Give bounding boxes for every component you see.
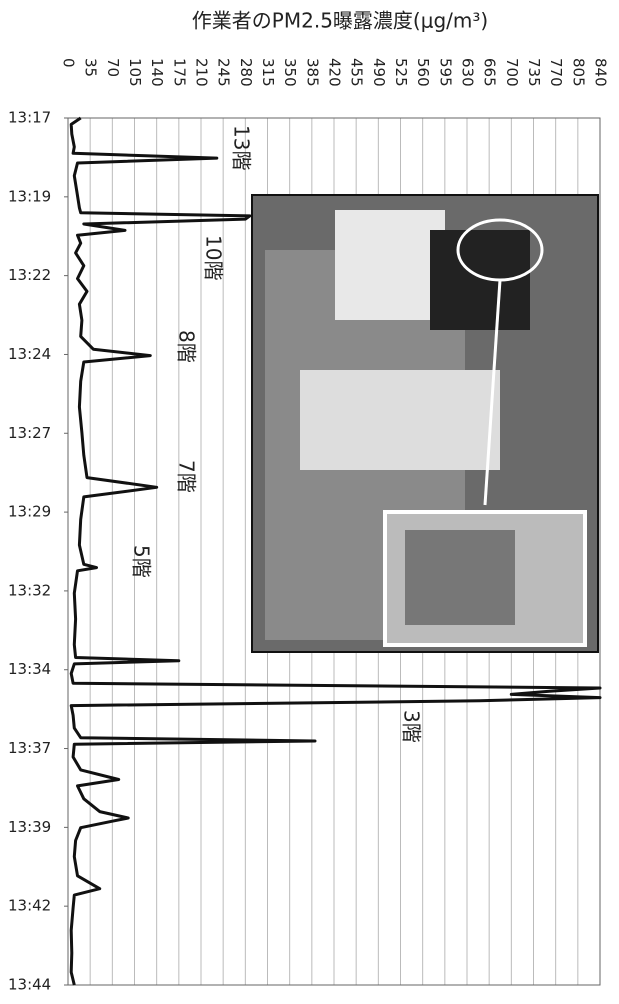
x-tick-label: 280 bbox=[237, 58, 255, 87]
annotation: 13階 bbox=[230, 125, 254, 170]
y-tick-label: 13:37 bbox=[8, 739, 51, 757]
x-tick-label: 455 bbox=[348, 58, 366, 87]
y-tick-label: 13:27 bbox=[8, 424, 51, 442]
x-tick-label: 630 bbox=[459, 58, 477, 87]
y-tick-label: 13:44 bbox=[8, 976, 51, 994]
y-tick-label: 13:22 bbox=[8, 266, 51, 284]
chart-title: 作業者のPM2.5曝露濃度(μg/m³) bbox=[192, 9, 488, 33]
annotation: 7階 bbox=[175, 460, 199, 493]
chart: 作業者のPM2.5曝露濃度(μg/m³) 0 3570105140175 21024… bbox=[0, 0, 619, 1000]
photo-inset bbox=[252, 195, 598, 652]
y-tick-label: 13:29 bbox=[8, 503, 51, 521]
x-tick-label: 665 bbox=[481, 58, 499, 87]
x-tick-label: 595 bbox=[436, 58, 454, 87]
x-tick-label: 210 bbox=[193, 58, 211, 87]
y-tick-label: 13:39 bbox=[8, 818, 51, 836]
y-tick-label: 13:17 bbox=[8, 109, 51, 127]
annotation: 3階 bbox=[400, 710, 424, 743]
x-tick-label: 770 bbox=[547, 58, 565, 87]
x-tick-label: 315 bbox=[259, 58, 277, 87]
y-tick-label: 13:32 bbox=[8, 581, 51, 599]
annotation: 10階 bbox=[202, 235, 226, 280]
x-tick-label: 700 bbox=[503, 58, 521, 87]
x-tick-label: 385 bbox=[303, 58, 321, 87]
y-tick-label: 13:19 bbox=[8, 187, 51, 205]
x-tick-label: 175 bbox=[170, 58, 188, 87]
y-tick-label: 13:34 bbox=[8, 660, 51, 678]
x-tick-label: 105 bbox=[126, 58, 144, 87]
x-tick-label: 805 bbox=[569, 58, 587, 87]
x-tick-label: 560 bbox=[414, 58, 432, 87]
x-tick-label: 70 bbox=[104, 58, 122, 77]
x-tick-label: 420 bbox=[326, 58, 344, 87]
x-tick-label: 0 bbox=[60, 58, 78, 68]
y-tick-label: 13:24 bbox=[8, 345, 51, 363]
x-tick-label: 490 bbox=[370, 58, 388, 87]
x-tick-label: 735 bbox=[525, 58, 543, 87]
annotation: 5階 bbox=[130, 545, 154, 578]
x-tick-label: 140 bbox=[148, 58, 166, 87]
annotation: 8階 bbox=[175, 330, 199, 363]
x-tick-label: 525 bbox=[392, 58, 410, 87]
y-tick-label: 13:42 bbox=[8, 897, 51, 915]
x-tick-label: 350 bbox=[281, 58, 299, 87]
x-tick-label: 245 bbox=[215, 58, 233, 87]
x-tick-label: 35 bbox=[82, 58, 100, 77]
x-tick-label: 840 bbox=[592, 58, 610, 87]
